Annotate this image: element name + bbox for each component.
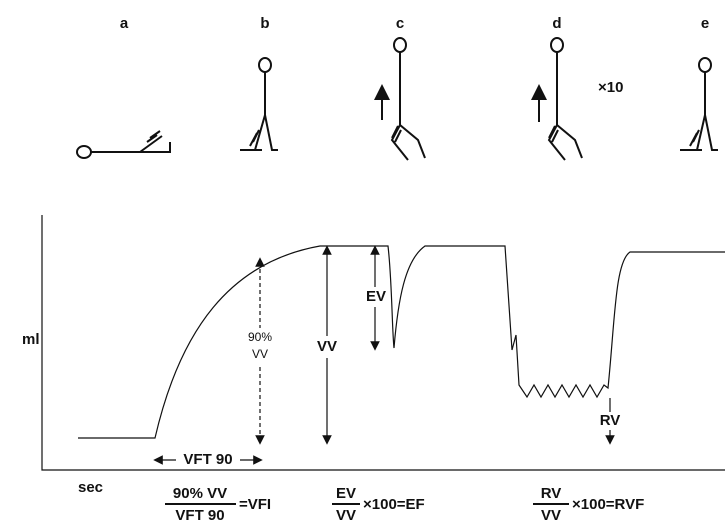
ev-label: EV	[366, 288, 386, 305]
figure-c	[382, 38, 425, 160]
x-axis-label: sec	[78, 479, 103, 496]
formula-result: =VFI	[239, 496, 271, 513]
panel-label: a	[120, 15, 129, 32]
diagram: a b c d e ×10 ml sec 90% VV VV EV RV	[0, 0, 725, 526]
formula-result: ×100=EF	[363, 496, 425, 513]
figure-a	[77, 131, 170, 158]
formula-denominator: VV	[541, 507, 561, 524]
vft-label: VFT 90	[183, 451, 232, 468]
figure-e	[680, 58, 718, 150]
panel-label: e	[701, 15, 709, 32]
y-axis-label: ml	[22, 331, 40, 348]
panel-label: d	[552, 15, 561, 32]
panel-label: c	[396, 15, 404, 32]
formula-denominator: VFT 90	[175, 507, 224, 524]
multiplier: ×10	[598, 79, 623, 96]
formula-numerator: RV	[541, 485, 562, 502]
formula-numerator: 90% VV	[173, 485, 227, 502]
formula-denominator: VV	[336, 507, 356, 524]
formula-numerator: EV	[336, 485, 356, 502]
figure-b	[240, 58, 278, 150]
volume-trace	[78, 246, 725, 438]
vv-label: VV	[317, 338, 337, 355]
rv-label: RV	[600, 412, 621, 429]
vv90-label: 90%	[248, 330, 272, 344]
panel-label: b	[260, 15, 269, 32]
figure-d	[539, 38, 582, 160]
vv90-label: VV	[252, 347, 268, 361]
axes	[42, 215, 725, 470]
formula-result: ×100=RVF	[572, 496, 644, 513]
